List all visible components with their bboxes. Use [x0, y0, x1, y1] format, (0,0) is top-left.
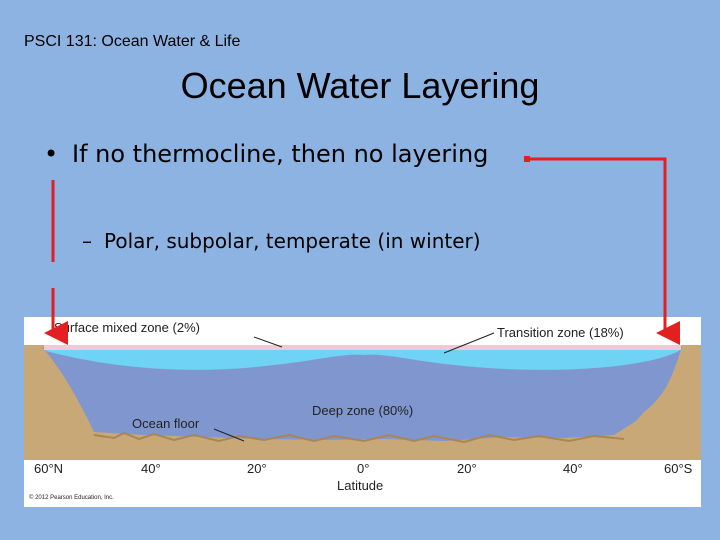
- ocean-floor-label: Ocean floor: [132, 416, 200, 431]
- tick-label: 20°: [457, 461, 477, 476]
- deep-zone-label: Deep zone (80%): [312, 403, 413, 418]
- sub-bullet-text: Polar, subpolar, temperate (in winter): [104, 229, 481, 253]
- surface-mixed-zone: [44, 345, 681, 350]
- bullet-text: If no thermocline, then no layering: [72, 140, 489, 168]
- ocean-floor-line: [93, 431, 625, 444]
- slide-title: Ocean Water Layering: [180, 65, 540, 106]
- ocean-cross-section: Surface mixed zone (2%) Transition zone …: [24, 320, 701, 507]
- sub-bullet-dash: –: [82, 229, 92, 253]
- tick-label: 40°: [563, 461, 583, 476]
- tick-label: 60°N: [34, 461, 63, 476]
- copyright-text: © 2012 Pearson Education, Inc.: [29, 494, 114, 501]
- transition-zone: [46, 349, 679, 370]
- surface-leader-line: [253, 336, 283, 348]
- bullet-item: • If no thermocline, then no layering: [44, 140, 488, 168]
- tick-label: 20°: [247, 461, 267, 476]
- ocean-layering-figure: Surface mixed zone (2%) Transition zone …: [24, 317, 701, 507]
- axis-strip: [24, 460, 701, 507]
- tick-label: 40°: [141, 461, 161, 476]
- right-arrow: [527, 157, 680, 345]
- tick-label: 0°: [357, 461, 369, 476]
- bullet-dot: •: [44, 140, 59, 168]
- deep-zone: [42, 347, 682, 441]
- sub-bullet-item: – Polar, subpolar, temperate (in winter): [82, 229, 481, 253]
- transition-zone-label: Transition zone (18%): [497, 325, 624, 340]
- axis-label: Latitude: [337, 478, 383, 493]
- right-arrow-start: [524, 156, 530, 162]
- course-label: PSCI 131: Ocean Water & Life: [24, 33, 241, 50]
- tick-label: 60°S: [664, 461, 693, 476]
- transition-leader-line: [443, 332, 495, 354]
- floor-leader-line: [213, 428, 245, 442]
- surface-zone-label: Surface mixed zone (2%): [54, 320, 200, 335]
